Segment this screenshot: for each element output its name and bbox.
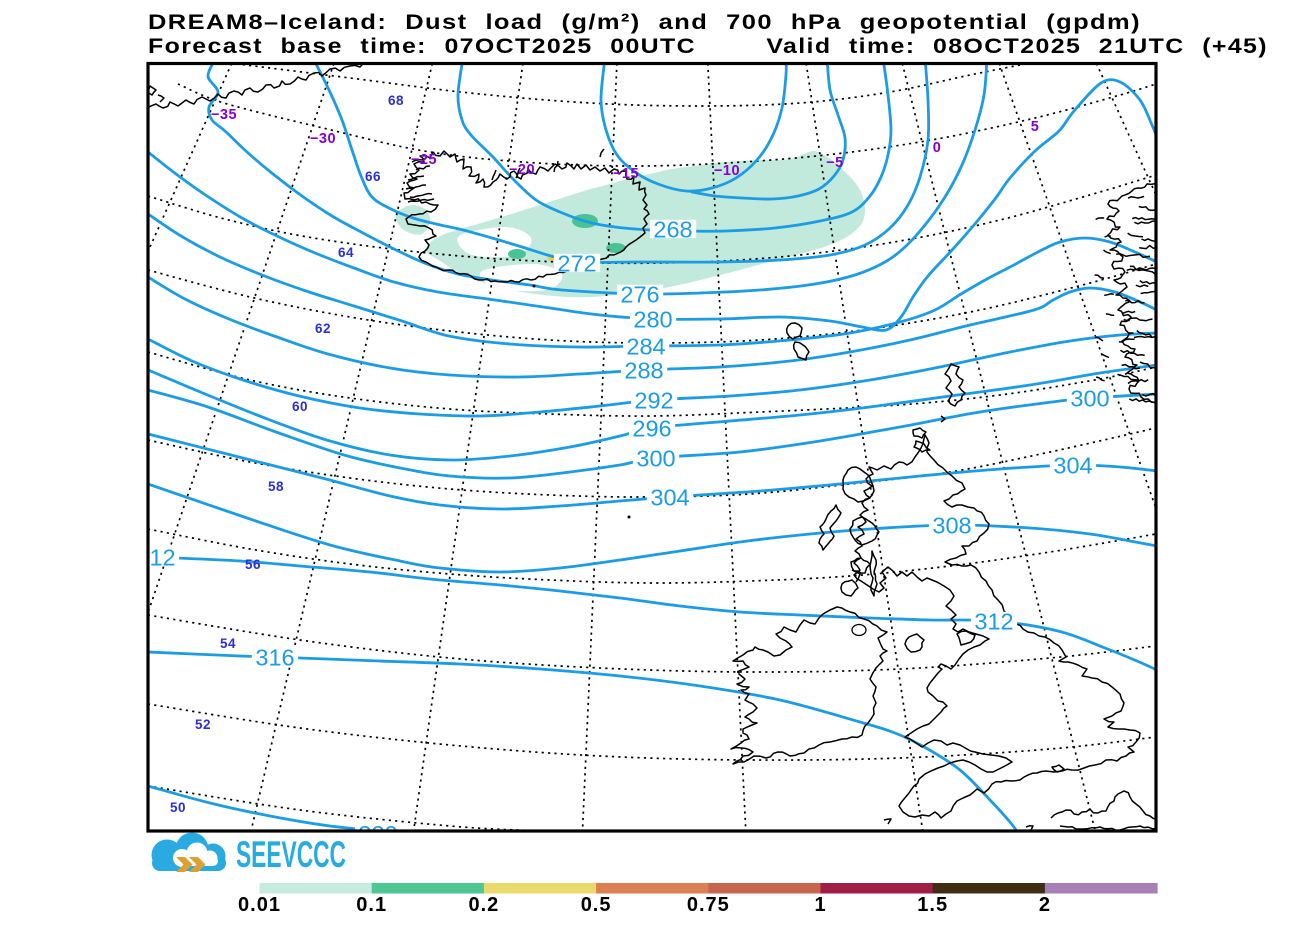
svg-text:320: 320 <box>358 821 397 847</box>
svg-text:300: 300 <box>636 445 675 471</box>
svg-text:268: 268 <box>653 216 692 242</box>
svg-text:−10: −10 <box>714 163 740 179</box>
svg-text:50: 50 <box>170 800 186 815</box>
svg-text:272: 272 <box>557 250 596 276</box>
svg-text:64: 64 <box>338 245 354 260</box>
svg-text:300: 300 <box>1070 385 1109 411</box>
svg-text:0.1: 0.1 <box>356 894 387 916</box>
svg-text:−35: −35 <box>211 107 237 123</box>
svg-text:Forecast base time: 07OCT2025: Forecast base time: 07OCT2025 00UTC Vali… <box>148 34 1268 58</box>
svg-text:304: 304 <box>650 484 689 510</box>
svg-text:SEEVCCC: SEEVCCC <box>236 834 346 875</box>
svg-text:0.5: 0.5 <box>581 894 612 916</box>
svg-text:0.01: 0.01 <box>238 894 281 916</box>
svg-text:312: 312 <box>136 544 175 570</box>
svg-text:284: 284 <box>626 333 665 359</box>
svg-text:292: 292 <box>634 387 673 413</box>
svg-text:−30: −30 <box>310 131 336 147</box>
svg-text:−25: −25 <box>411 152 437 168</box>
svg-text:312: 312 <box>974 608 1013 634</box>
svg-text:−15: −15 <box>613 166 639 182</box>
svg-text:0.75: 0.75 <box>687 894 730 916</box>
svg-text:296: 296 <box>632 415 671 441</box>
svg-text:−20: −20 <box>509 162 535 178</box>
svg-text:316: 316 <box>255 644 294 670</box>
svg-text:68: 68 <box>388 93 404 108</box>
svg-text:288: 288 <box>624 357 663 383</box>
svg-text:DREAM8–Iceland: Dust load (g/m: DREAM8–Iceland: Dust load (g/m²) and 700… <box>148 10 1141 34</box>
svg-text:1: 1 <box>814 894 826 916</box>
svg-text:5: 5 <box>1031 119 1040 135</box>
svg-text:276: 276 <box>620 281 659 307</box>
svg-text:−5: −5 <box>826 155 844 171</box>
svg-text:304: 304 <box>1053 452 1092 478</box>
svg-text:54: 54 <box>220 636 236 651</box>
svg-text:58: 58 <box>268 479 284 494</box>
svg-text:66: 66 <box>365 169 381 184</box>
svg-text:1.5: 1.5 <box>917 894 948 916</box>
svg-text:0: 0 <box>933 140 942 156</box>
svg-text:62: 62 <box>315 321 331 336</box>
svg-text:2: 2 <box>1039 894 1051 916</box>
svg-text:308: 308 <box>932 512 971 538</box>
svg-text:56: 56 <box>245 557 261 572</box>
svg-text:280: 280 <box>633 306 672 332</box>
svg-text:0.2: 0.2 <box>468 894 499 916</box>
svg-text:60: 60 <box>292 399 308 414</box>
svg-text:52: 52 <box>195 717 211 732</box>
